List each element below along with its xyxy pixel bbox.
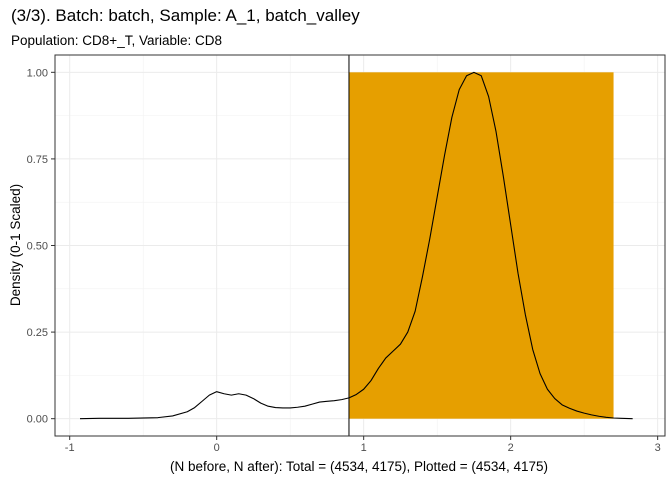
y-tick-label: 0.75	[27, 154, 48, 166]
chart-subtitle: Population: CD8+_T, Variable: CD8	[11, 33, 222, 48]
plot-area: -1 0 1 2 3 0.00 0.25 0.50 0.75 1.00	[27, 54, 666, 454]
x-tick-label: 0	[214, 442, 220, 454]
y-tick-label: 0.50	[27, 241, 48, 253]
y-tick-label: 0.25	[27, 327, 48, 339]
x-tick-label: 1	[361, 442, 367, 454]
x-tick-label: -1	[65, 442, 75, 454]
x-axis-title: (N before, N after): Total = (4534, 4175…	[170, 459, 548, 474]
y-tick-label: 0.00	[27, 414, 48, 426]
density-line	[79, 71, 633, 420]
gate-rectangle	[348, 72, 614, 419]
x-tick-label: 3	[655, 442, 661, 454]
x-tick-label: 2	[508, 442, 514, 454]
y-tick-label: 1.00	[27, 67, 48, 79]
y-axis-title: Density (0-1 Scaled)	[8, 184, 23, 306]
chart-title: (3/3). Batch: batch, Sample: A_1, batch_…	[11, 6, 360, 25]
